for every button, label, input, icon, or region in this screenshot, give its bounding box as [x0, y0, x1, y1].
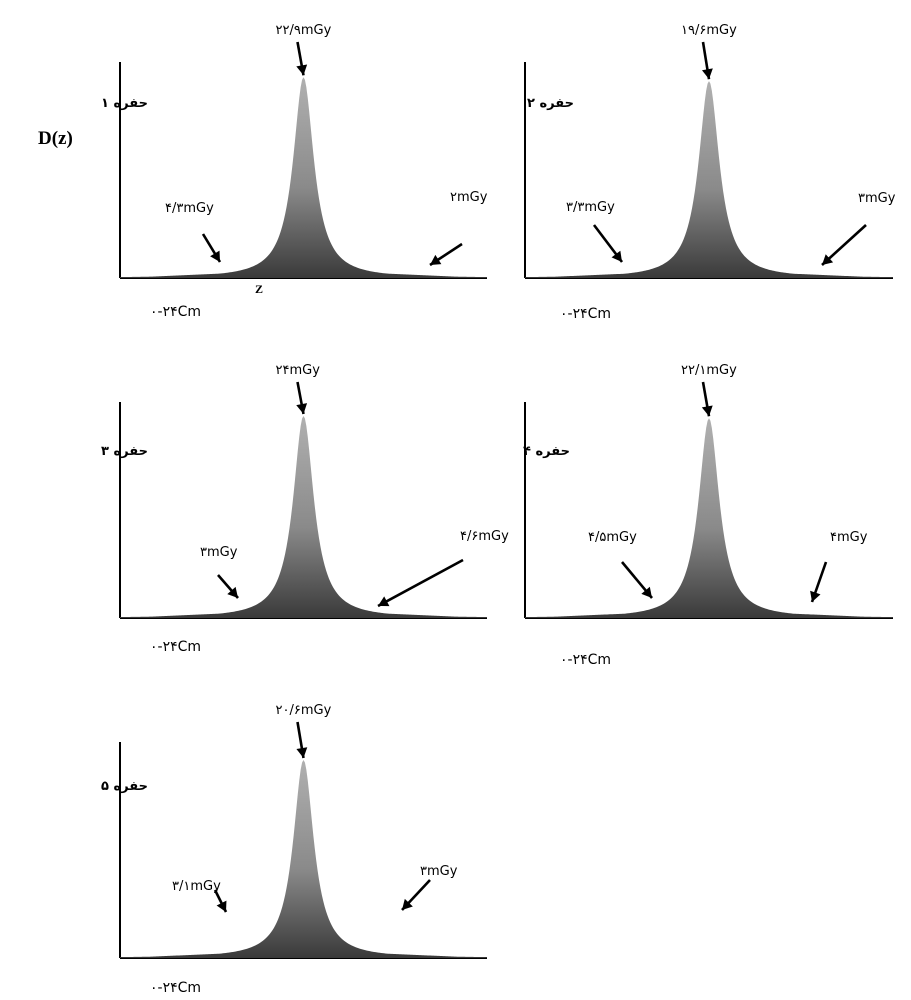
- panel-label: حفره ۴: [523, 444, 570, 459]
- left-tail-dose-label: ۴/۵mGy: [588, 530, 637, 545]
- panel-label: حفره ۱: [101, 96, 148, 111]
- dose-profile-area: [120, 416, 487, 618]
- left-tail-arrow: [592, 224, 624, 263]
- right-tail-dose-label: ۴mGy: [830, 530, 868, 545]
- panel-label: حفره ۲: [527, 96, 574, 111]
- peak-arrow: [701, 381, 713, 417]
- dose-panel-3: حفره ۳ ۲۴mGy ۳mGy ۴/۶mGy ۰-۲۴Cm: [101, 363, 509, 655]
- left-tail-dose-label: ۳mGy: [200, 545, 238, 560]
- right-tail-arrow: [429, 242, 463, 267]
- left-tail-dose-label: ۳/۳mGy: [566, 200, 615, 215]
- right-tail-arrow: [377, 558, 464, 608]
- left-tail-arrow: [201, 233, 222, 263]
- x-range-label: ۰-۲۴Cm: [560, 652, 611, 668]
- x-range-label: ۰-۲۴Cm: [560, 306, 611, 322]
- peak-arrow: [296, 721, 308, 759]
- left-tail-arrow: [621, 561, 653, 599]
- dose-profile-area: [120, 77, 487, 278]
- left-tail-arrow: [217, 574, 239, 599]
- panel-label: حفره ۳: [101, 444, 148, 459]
- right-tail-dose-label: ۳mGy: [420, 864, 458, 879]
- left-tail-dose-label: ۴/۳mGy: [165, 201, 214, 216]
- peak-dose-label: ۲۲/۱mGy: [681, 363, 737, 378]
- dose-profile-area: [525, 418, 893, 618]
- right-tail-arrow: [810, 561, 828, 603]
- right-tail-dose-label: ۲mGy: [450, 190, 488, 205]
- y-axis-label: D(z): [38, 128, 73, 149]
- x-range-label: ۰-۲۴Cm: [150, 980, 201, 996]
- peak-dose-label: ۲۲/۹mGy: [276, 23, 332, 38]
- x-range-label: ۰-۲۴Cm: [150, 639, 201, 655]
- peak-arrow: [296, 381, 308, 415]
- right-tail-arrow: [401, 879, 431, 911]
- peak-dose-label: ۲۰/۶mGy: [276, 703, 332, 718]
- right-tail-dose-label: ۴/۶mGy: [460, 529, 509, 544]
- peak-dose-label: ۱۹/۶mGy: [681, 23, 737, 38]
- dose-panel-2: حفره ۲ ۱۹/۶mGy ۳/۳mGy ۳mGy ۰-۲۴Cm: [524, 23, 896, 322]
- peak-arrow: [296, 41, 308, 76]
- dose-panel-5: حفره ۵ ۲۰/۶mGy ۳/۱mGy ۳mGy ۰-۲۴Cm: [101, 703, 487, 996]
- peak-dose-label: ۲۴mGy: [276, 363, 321, 378]
- x-range-label: ۰-۲۴Cm: [150, 304, 201, 320]
- peak-arrow: [701, 41, 713, 80]
- x-axis-letter: Z: [255, 282, 263, 296]
- dose-profile-area: [120, 760, 487, 958]
- panel-label: حفره ۵: [101, 779, 148, 794]
- right-tail-dose-label: ۳mGy: [858, 191, 896, 206]
- dose-profile-area: [525, 81, 893, 279]
- dose-panel-1: حفره ۱ ۲۲/۹mGy ۴/۳mGy ۲mGy ۰-۲۴Cm: [101, 23, 488, 320]
- left-tail-arrow: [213, 889, 228, 913]
- right-tail-arrow: [821, 224, 867, 266]
- left-tail-dose-label: ۳/۱mGy: [172, 879, 221, 894]
- dose-panel-4: حفره ۴ ۲۲/۱mGy ۴/۵mGy ۴mGy ۰-۲۴Cm: [523, 363, 893, 668]
